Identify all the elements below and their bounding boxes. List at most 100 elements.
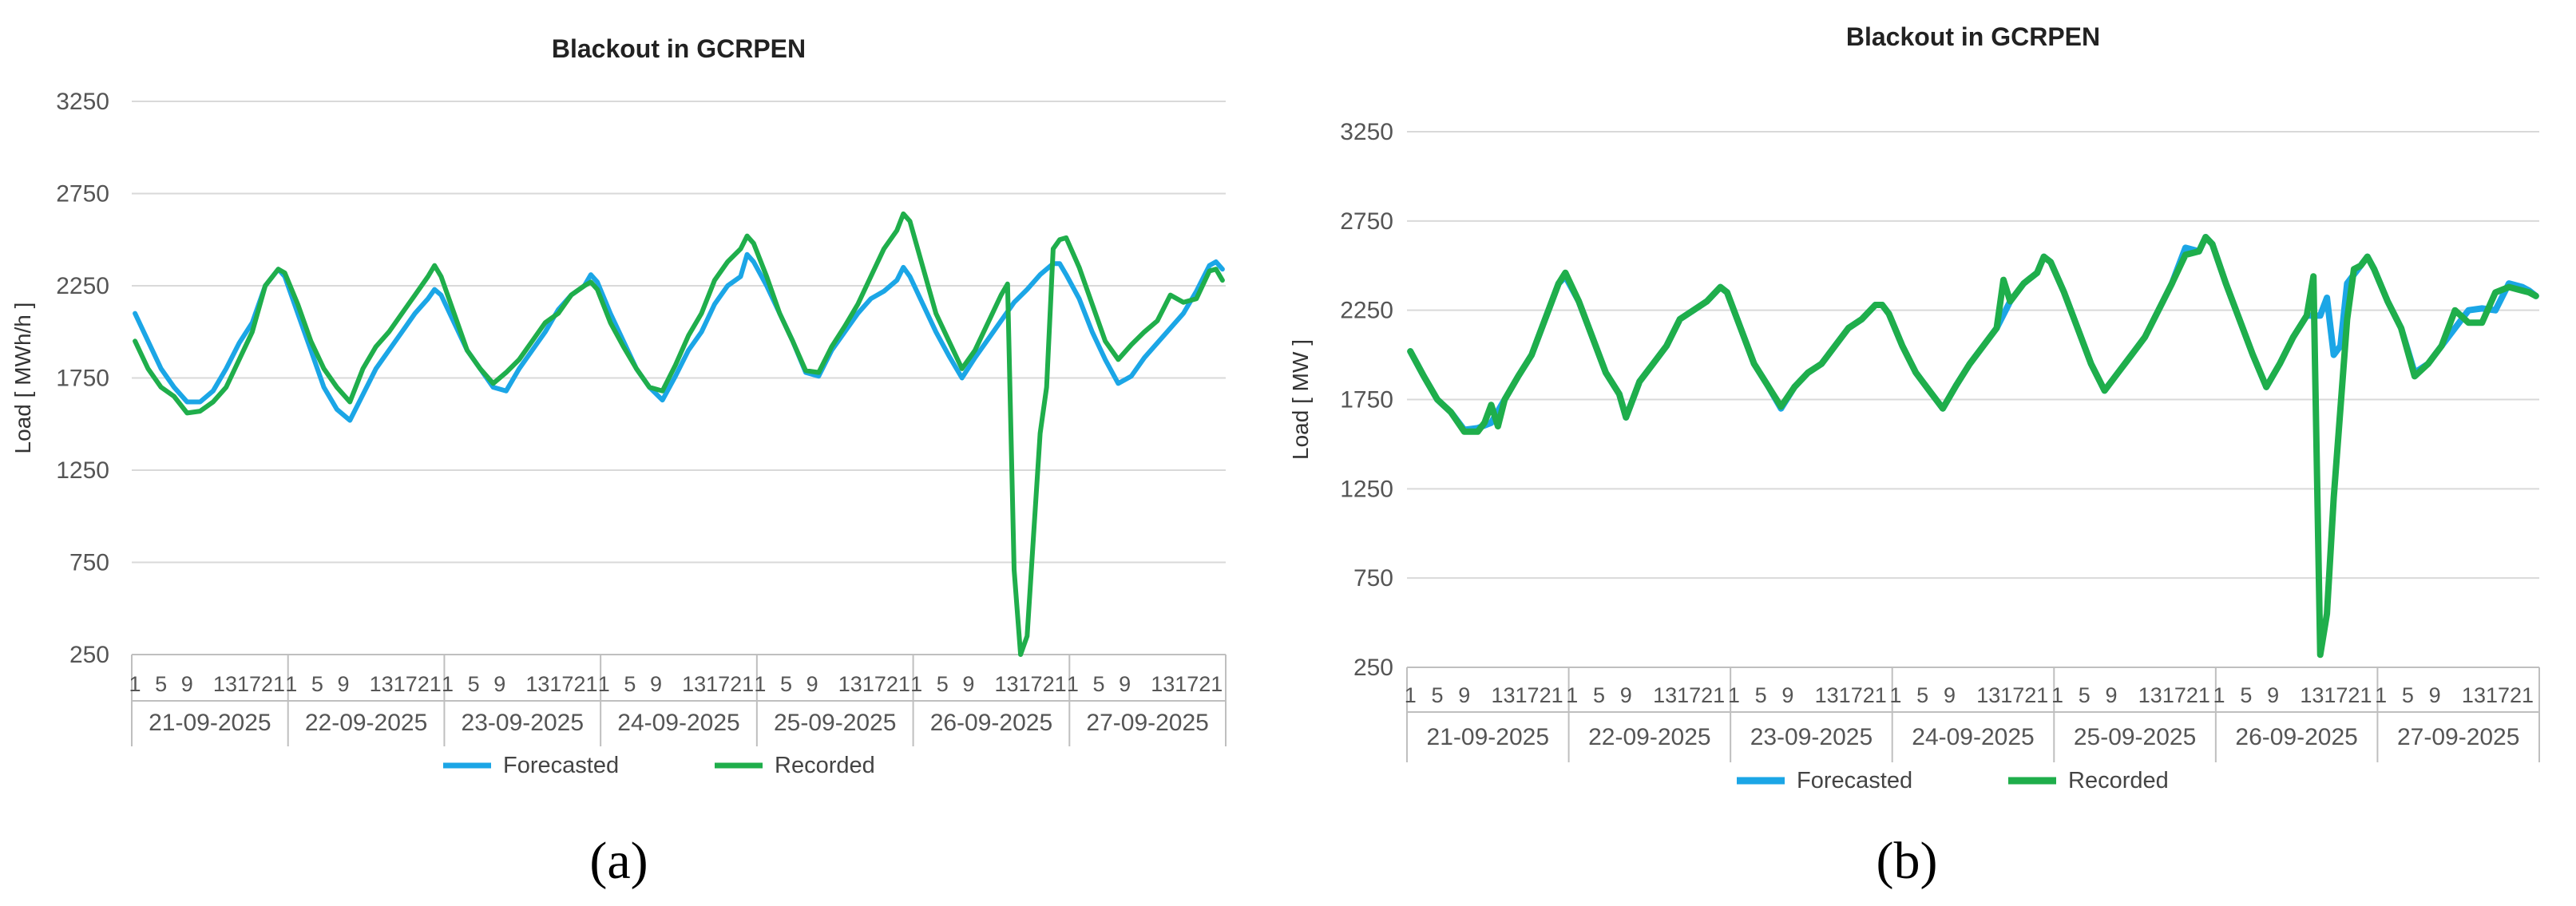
x-hour-tick-label: 131721 (995, 672, 1067, 696)
series-line-forecasted (1407, 234, 2539, 433)
x-hour-tick-label: 131721 (2138, 683, 2210, 707)
x-day-label: 26-09-2025 (930, 710, 1052, 736)
x-hour-tick-label: 5 (1916, 683, 1928, 707)
y-tick-label: 750 (69, 550, 109, 576)
x-hour-tick-label: 131721 (213, 672, 285, 696)
x-hour-tick-label: 131721 (1976, 683, 2048, 707)
x-hour-tick-label: 9 (650, 672, 662, 696)
x-hour-tick-label: 5 (780, 672, 792, 696)
x-hour-tick-label: 1 (910, 672, 922, 696)
x-hour-tick-label: 9 (1620, 683, 1632, 707)
x-hour-tick-label: 1 (1889, 683, 1901, 707)
y-tick-label: 1750 (1340, 387, 1393, 413)
x-hour-tick-label: 5 (1593, 683, 1605, 707)
y-tick-label: 1250 (1340, 476, 1393, 502)
x-hour-tick-label: 9 (2267, 683, 2279, 707)
x-hour-tick-label: 131721 (370, 672, 442, 696)
x-hour-tick-label: 131721 (1653, 683, 1725, 707)
y-tick-label: 1250 (56, 457, 109, 484)
chart-panel-b: Blackout in GCRPEN Load [ MW ] 250 750 1250 1… (1288, 22, 2540, 890)
x-hour-tick-label: 5 (2079, 683, 2091, 707)
legend-label-forecasted: Forecasted (1797, 768, 1912, 793)
x-day-label: 27-09-2025 (1086, 710, 1208, 736)
y-tick-label: 2250 (56, 273, 109, 299)
x-hour-tick-label: 5 (155, 672, 167, 696)
x-hour-tick-label: 5 (1755, 683, 1767, 707)
x-hour-tick-label: 1 (754, 672, 766, 696)
y-tick-label: 2250 (1340, 298, 1393, 324)
y-tick-label: 250 (69, 642, 109, 668)
x-day-label: 25-09-2025 (774, 710, 896, 736)
y-tick-label: 250 (1353, 655, 1393, 681)
x-hour-tick-label: 9 (2106, 683, 2118, 707)
x-day-label: 21-09-2025 (149, 710, 271, 736)
x-hour-tick-label: 5 (2402, 683, 2414, 707)
x-day-label: 24-09-2025 (1912, 724, 2034, 750)
chart-title: Blackout in GCRPEN (1846, 22, 2100, 51)
x-hour-tick-label: 131721 (1815, 683, 1887, 707)
x-hour-tick-label: 5 (937, 672, 949, 696)
x-hour-tick-label: 131721 (2300, 683, 2372, 707)
y-tick-label: 2750 (1340, 208, 1393, 235)
y-tick-label: 3250 (1340, 119, 1393, 145)
series-line-recorded (1407, 234, 2539, 659)
x-hour-tick-label: 9 (338, 672, 350, 696)
x-hour-tick-label: 1 (1067, 672, 1079, 696)
x-hour-tick-label: 1 (2375, 683, 2387, 707)
x-hour-tick-label: 9 (806, 672, 818, 696)
x-hour-tick-label: 9 (493, 672, 505, 696)
panel-label-b: (b) (1877, 832, 1938, 890)
chart-title: Blackout in GCRPEN (552, 34, 806, 63)
x-hour-tick-label: 1 (442, 672, 454, 696)
x-hour-tick-label: 9 (1458, 683, 1470, 707)
x-day-label: 21-09-2025 (1427, 724, 1549, 750)
x-hour-tick-label: 131721 (525, 672, 597, 696)
x-hour-tick-label: 131721 (682, 672, 754, 696)
x-hour-tick-label: 5 (1431, 683, 1443, 707)
x-day-label: 22-09-2025 (305, 710, 427, 736)
x-hour-tick-label: 131721 (1151, 672, 1223, 696)
x-hour-tick-label: 9 (2429, 683, 2441, 707)
x-hour-tick-label: 1 (129, 672, 141, 696)
x-hour-tick-label: 9 (1781, 683, 1793, 707)
x-hour-tick-label: 1 (598, 672, 610, 696)
panel-label-a: (a) (589, 832, 648, 890)
legend-label-recorded: Recorded (775, 753, 875, 778)
y-tick-label: 3250 (56, 89, 109, 115)
x-hour-tick-label: 1 (2051, 683, 2063, 707)
legend-label-recorded: Recorded (2068, 768, 2169, 793)
x-hour-tick-label: 5 (1092, 672, 1104, 696)
y-tick-label: 2750 (56, 181, 109, 208)
y-tick-label: 1750 (56, 366, 109, 392)
x-hour-tick-label: 9 (1119, 672, 1131, 696)
x-hour-tick-label: 1 (1728, 683, 1740, 707)
legend-label-forecasted: Forecasted (503, 753, 619, 778)
x-hour-tick-label: 1 (285, 672, 297, 696)
y-tick-label: 750 (1353, 565, 1393, 591)
series-line-recorded (133, 211, 1225, 657)
y-axis-label: Load [ MWh/h ] (10, 303, 35, 454)
x-day-label: 27-09-2025 (2397, 724, 2519, 750)
x-hour-tick-label: 5 (468, 672, 480, 696)
x-hour-tick-label: 5 (2240, 683, 2252, 707)
y-axis-label: Load [ MW ] (1288, 339, 1313, 460)
x-hour-tick-label: 9 (962, 672, 974, 696)
x-hour-tick-label: 5 (311, 672, 323, 696)
x-hour-tick-label: 131721 (838, 672, 910, 696)
chart-legend: Forecasted Recorded (1737, 768, 2169, 793)
x-hour-tick-label: 5 (624, 672, 636, 696)
x-hour-tick-label: 1 (1566, 683, 1578, 707)
series-line-forecasted (133, 251, 1225, 423)
x-hour-tick-label: 9 (1944, 683, 1956, 707)
x-hour-tick-label: 9 (181, 672, 193, 696)
x-day-label: 25-09-2025 (2074, 724, 2196, 750)
x-hour-tick-label: 1 (2213, 683, 2225, 707)
x-day-label: 24-09-2025 (617, 710, 739, 736)
x-day-label: 22-09-2025 (1588, 724, 1710, 750)
x-day-label: 26-09-2025 (2235, 724, 2357, 750)
x-hour-tick-label: 131721 (1492, 683, 1563, 707)
x-day-label: 23-09-2025 (1750, 724, 1873, 750)
x-hour-tick-label: 1 (1405, 683, 1417, 707)
